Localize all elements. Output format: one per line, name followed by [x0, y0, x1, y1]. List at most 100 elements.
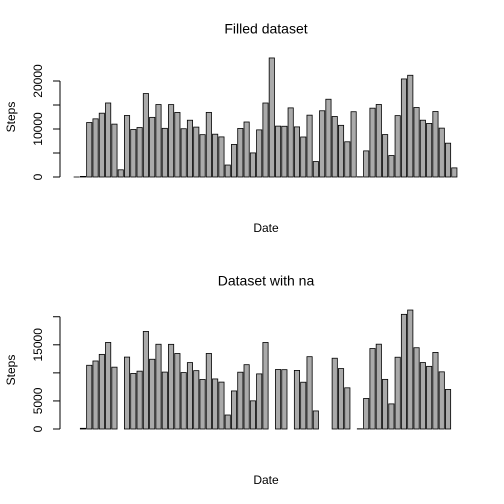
bar	[79, 175, 86, 178]
bar	[86, 122, 93, 178]
bar	[111, 123, 118, 178]
bar	[419, 362, 426, 430]
y-axis-label: Steps	[4, 102, 18, 133]
bar	[400, 78, 407, 178]
y-tick-label: 10000	[31, 112, 45, 146]
bar	[149, 116, 156, 178]
y-tick-label: 0	[31, 173, 45, 180]
bar	[161, 127, 168, 178]
bar	[413, 347, 420, 430]
bar	[268, 57, 275, 178]
bar	[419, 119, 426, 178]
bar	[344, 387, 351, 430]
bar	[180, 128, 187, 178]
y-tick-label: 0	[31, 425, 45, 432]
bar	[231, 144, 238, 178]
bar	[275, 125, 282, 178]
bar	[92, 360, 99, 430]
bar	[256, 373, 263, 430]
y-tick-label: 15000	[31, 328, 45, 362]
bar	[363, 150, 370, 178]
bar	[331, 357, 338, 430]
bar	[174, 112, 181, 178]
bar	[375, 343, 382, 430]
bar	[350, 111, 357, 178]
bar	[237, 371, 244, 430]
bar	[451, 167, 458, 178]
bar	[136, 127, 143, 178]
bar	[98, 112, 105, 178]
bar	[193, 126, 200, 178]
bar	[325, 98, 332, 178]
bar	[205, 111, 212, 178]
bar	[205, 353, 212, 430]
bar	[256, 129, 263, 178]
bar	[161, 371, 168, 430]
bar	[293, 370, 300, 430]
bar	[199, 379, 206, 430]
bar	[186, 119, 193, 178]
bar	[306, 114, 313, 178]
bar	[382, 134, 389, 178]
bar	[262, 342, 269, 430]
bar	[186, 362, 193, 430]
bar	[212, 133, 219, 178]
bar	[445, 142, 452, 178]
bar	[369, 107, 376, 178]
y-axis-label: Steps	[4, 355, 18, 386]
bar	[142, 331, 149, 430]
bar	[142, 93, 149, 178]
bar	[306, 356, 313, 430]
bar	[86, 364, 93, 430]
bar	[193, 370, 200, 430]
bar	[338, 368, 345, 430]
bar	[130, 129, 137, 178]
bar	[168, 343, 175, 430]
bar	[117, 169, 124, 178]
bar	[312, 410, 319, 430]
bar	[293, 126, 300, 178]
bar	[149, 358, 156, 430]
bar	[438, 127, 445, 178]
bar	[262, 102, 269, 178]
bar	[124, 115, 131, 178]
bar	[218, 136, 225, 178]
bar	[168, 104, 175, 178]
bar	[338, 124, 345, 178]
bar	[382, 378, 389, 430]
x-axis-label: Date	[253, 221, 279, 235]
bar	[344, 141, 351, 178]
bar	[136, 370, 143, 430]
bar	[426, 123, 433, 178]
bar	[155, 104, 162, 178]
bar	[300, 381, 307, 430]
bar	[388, 155, 395, 178]
bar	[224, 164, 231, 178]
bar	[432, 352, 439, 430]
bar	[400, 313, 407, 430]
bar	[287, 107, 294, 178]
y-tick-label: 20000	[31, 64, 45, 98]
bar	[79, 427, 86, 430]
bar	[92, 118, 99, 178]
bar	[212, 378, 219, 430]
bar	[174, 353, 181, 430]
bar	[331, 116, 338, 178]
bar	[407, 309, 414, 430]
bar	[130, 373, 137, 430]
bar	[388, 403, 395, 430]
bar	[105, 102, 112, 178]
bar	[237, 128, 244, 178]
chart-title: Filled dataset	[224, 21, 307, 37]
bar	[445, 389, 452, 430]
bar	[426, 365, 433, 430]
bar	[394, 115, 401, 178]
chart-title: Dataset with na	[218, 273, 315, 289]
bar	[438, 371, 445, 430]
bar	[363, 398, 370, 430]
bar	[243, 364, 250, 430]
bar	[312, 161, 319, 178]
bar	[180, 372, 187, 430]
bar	[407, 74, 414, 178]
